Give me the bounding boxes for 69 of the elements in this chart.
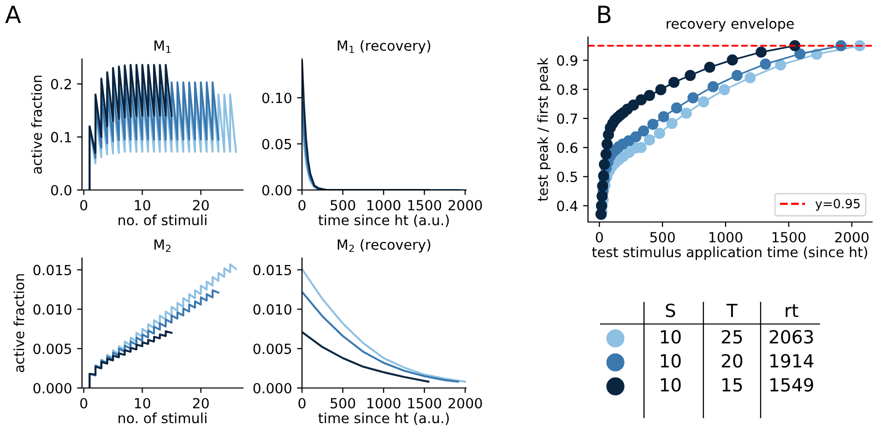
y-tick-label: 0.10 [262,92,292,104]
category-label: rt [786,304,798,317]
y-tick-label: 0.000 [253,382,292,394]
category-label: S [666,304,676,318]
chart-title: M$_{1}$ (recovery) [338,40,430,54]
x-tick-label: 10 [134,200,150,210]
y-tick-label: 0.8 [557,84,578,95]
x-tick-label: 2000 [835,232,869,242]
y-tick-label: 0.000 [33,382,72,394]
x-tick-label: 1000 [709,232,742,242]
y-tick-label: 0.005 [253,344,292,354]
text: 25 [722,330,742,344]
chart-title: recovery envelope [666,18,794,32]
x-tick-label: 10 [134,398,150,408]
y-tick-label: 0.015 [253,264,292,276]
x-tick-label: 500 [330,200,356,210]
x-axis-title: no. of stimuli [118,412,206,424]
text: 1549 [770,378,814,392]
x-axis-title: time since ht (a.u.) [318,214,449,227]
y-tick-label: 0.9 [557,55,578,66]
y-tick-label: 0.1 [51,132,71,142]
y-tick-label: 0.005 [33,344,72,354]
text: B [598,6,611,23]
text: 10 [660,378,681,392]
chart-title: M$_{2}$ (recovery) [338,239,430,253]
x-tick-label: 0 [596,232,603,242]
x-tick-label: 0 [298,200,306,210]
category-label: T [726,304,738,317]
x-axis-title: time since ht (a.u.) [318,412,449,425]
text: 1914 [770,354,814,368]
x-tick-label: 2000 [448,398,482,408]
y-tick-label: 0.0 [51,184,72,196]
y-tick-label: 0.6 [557,142,578,154]
text: 15 [722,378,742,392]
y-axis-title: active fraction [31,76,42,174]
y-tick-label: 0.5 [557,172,578,182]
y-tick-label: 0.2 [51,78,71,90]
x-tick-label: 500 [330,398,356,408]
x-axis-title: no. of stimuli [118,214,206,226]
y-tick-label: 0.05 [262,138,292,150]
x-tick-label: 1500 [772,232,806,242]
x-tick-label: 20 [193,398,209,408]
y-tick-label: 0.010 [33,304,72,315]
y-tick-label: 0.015 [33,264,72,276]
text: 20 [722,354,742,368]
text: 2063 [770,330,813,344]
x-tick-label: 0 [80,200,88,210]
y-tick-label: 0.00 [262,184,292,196]
x-tick-label: 1500 [408,200,442,210]
x-tick-label: 1000 [367,398,400,408]
x-tick-label: 0 [298,398,306,408]
x-axis-title: test stimulus application time (since ht) [592,246,868,260]
y-axis-title: test peak / first peak [537,58,551,202]
chart-title: M$_{2}$ [154,240,170,252]
x-tick-label: 0 [80,398,88,408]
y-tick-label: 0.4 [557,200,578,212]
text: 10 [660,354,681,368]
text: 10 [660,330,681,344]
y-axis-title: active fraction [14,274,24,372]
chart-title: M$_{1}$ [154,40,171,53]
x-tick-label: 20 [193,200,209,210]
x-tick-label: 1500 [408,398,442,408]
x-tick-label: 1000 [367,200,400,210]
x-tick-label: 2000 [448,200,482,210]
y-tick-label: 0.7 [557,113,578,124]
x-tick-label: 500 [650,232,675,242]
text: A [5,6,21,23]
y-tick-label: 0.010 [253,304,292,315]
legend-label: y=0.95 [815,198,860,211]
